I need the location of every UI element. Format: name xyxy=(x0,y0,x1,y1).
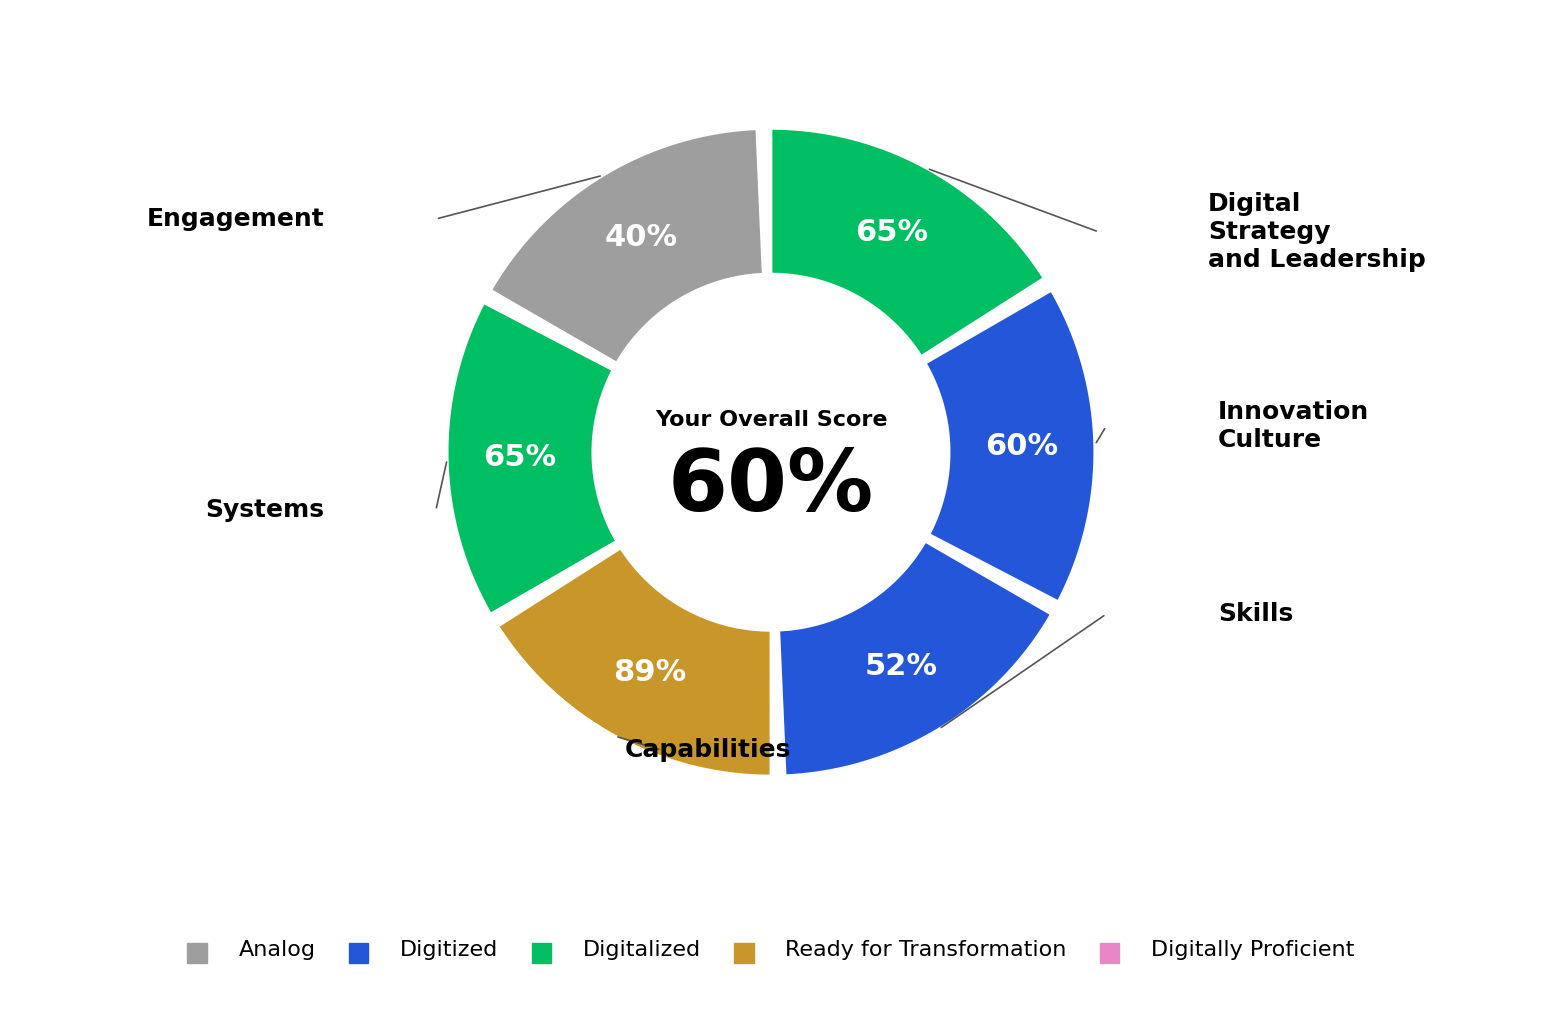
Text: 60%: 60% xyxy=(668,446,874,529)
Text: 89%: 89% xyxy=(613,657,686,686)
Text: Engagement: Engagement xyxy=(147,207,324,231)
Text: Skills: Skills xyxy=(1218,602,1293,626)
Text: Innovation
Culture: Innovation Culture xyxy=(1218,400,1370,452)
Text: Capabilities: Capabilities xyxy=(626,738,791,763)
Text: 52%: 52% xyxy=(864,652,938,681)
Text: 65%: 65% xyxy=(855,218,928,247)
Legend: Analog, Digitized, Digitalized, Ready for Transformation, Digitally Proficient: Analog, Digitized, Digitalized, Ready fo… xyxy=(176,925,1365,973)
Text: Your Overall Score: Your Overall Score xyxy=(655,410,888,429)
Text: 40%: 40% xyxy=(604,223,677,252)
Polygon shape xyxy=(498,548,771,776)
Polygon shape xyxy=(778,541,1051,776)
Polygon shape xyxy=(448,302,616,614)
Polygon shape xyxy=(771,128,1044,356)
Text: 65%: 65% xyxy=(484,443,557,473)
Polygon shape xyxy=(490,129,763,363)
Polygon shape xyxy=(925,290,1095,602)
Circle shape xyxy=(596,278,945,627)
Text: Digital
Strategy
and Leadership: Digital Strategy and Leadership xyxy=(1207,192,1426,271)
Text: Systems: Systems xyxy=(204,498,324,522)
Text: 60%: 60% xyxy=(986,432,1058,461)
